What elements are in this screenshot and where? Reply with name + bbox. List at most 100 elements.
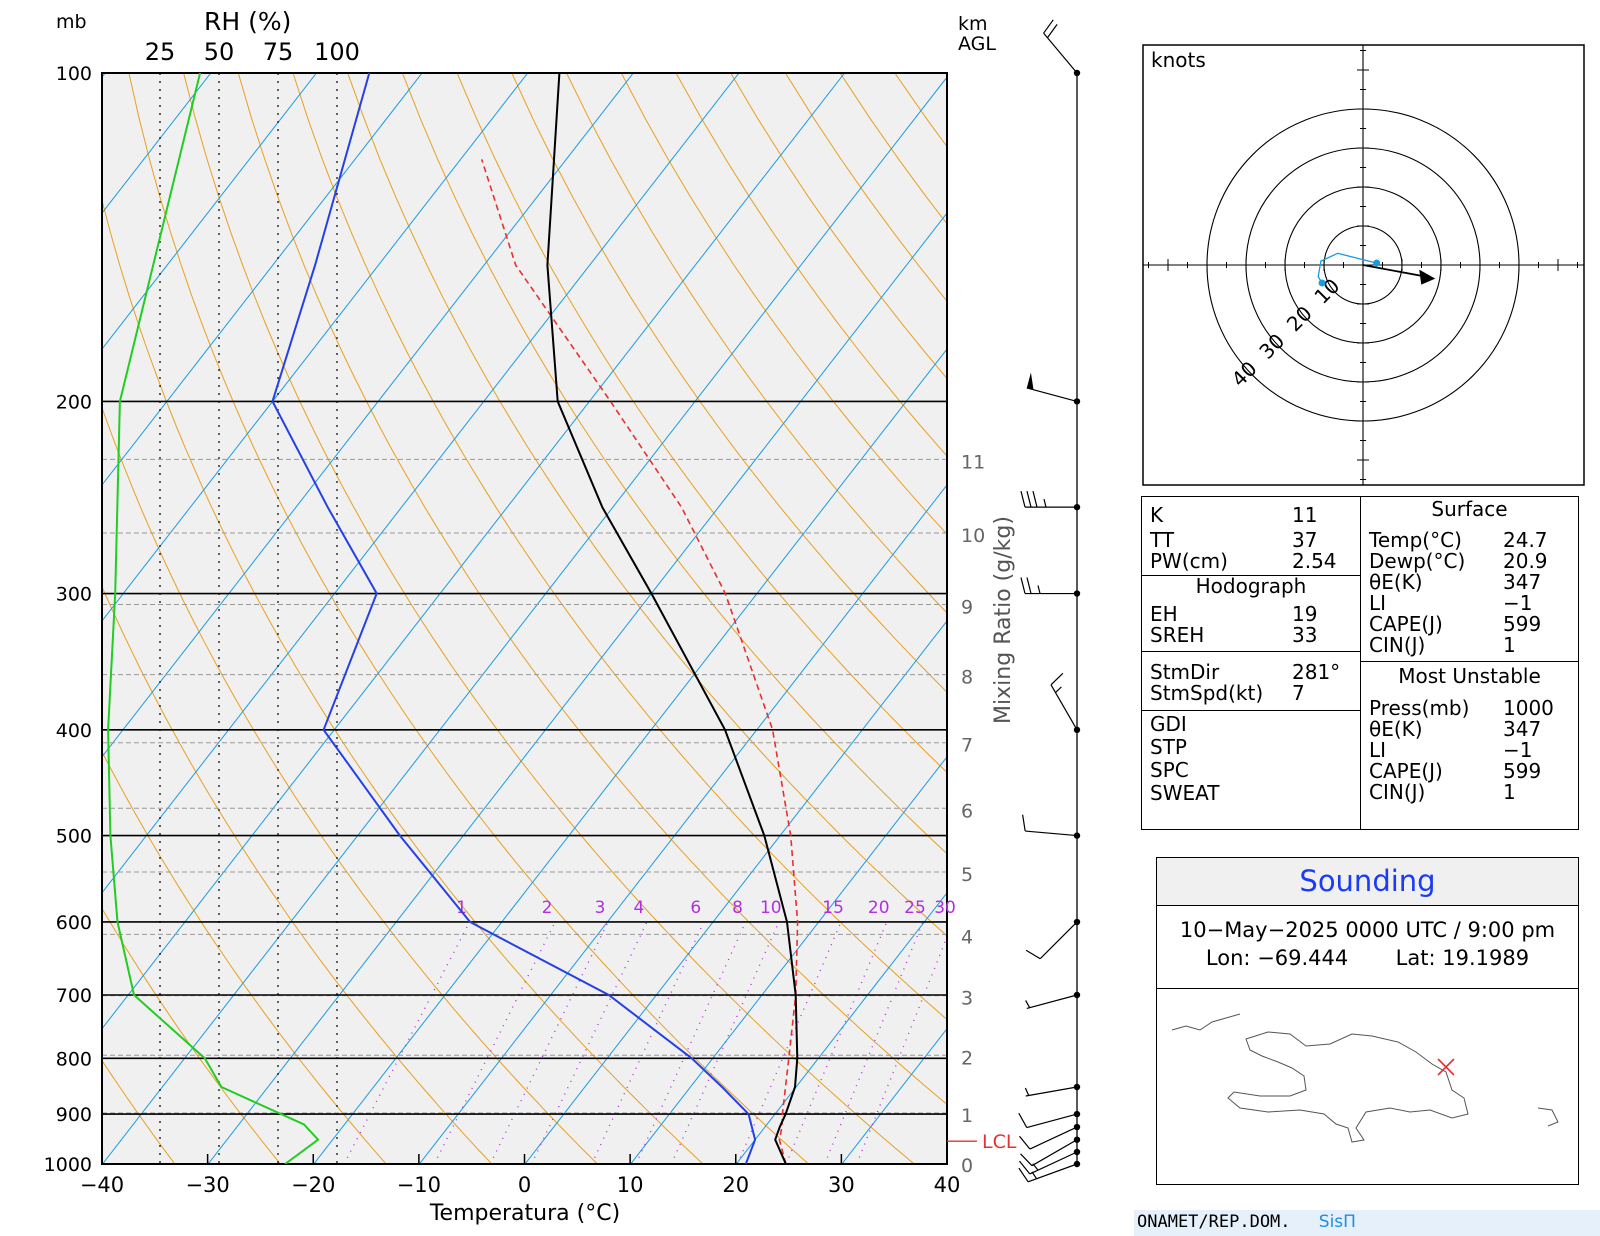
- wind-barb-full: [1020, 577, 1026, 594]
- wind-barb-full: [1020, 491, 1026, 508]
- mixing-ratio-line: [591, 921, 705, 1164]
- mu-press-row: Press(mb) 1000: [1361, 698, 1578, 719]
- rh-tick-label: 100: [314, 38, 360, 66]
- index-label: LI: [1369, 591, 1387, 615]
- index-label: CIN(J): [1369, 780, 1426, 804]
- isotherm-line: [102, 73, 423, 486]
- index-value: 20.9: [1503, 549, 1548, 573]
- mixing-ratio-tick-label: 20: [868, 898, 890, 918]
- index-tt-row: TT 37: [1142, 530, 1360, 551]
- dewpoint-profile-line: [271, 73, 757, 1164]
- hodograph-units-label: knots: [1151, 48, 1206, 72]
- indices-left-column: K 11 TT 37 PW(cm) 2.54 Hodograph EH 19 SREH 3…: [1142, 497, 1361, 829]
- index-value: 281°: [1292, 660, 1341, 684]
- height-km-label: 4: [961, 926, 973, 948]
- surface-section-title: Surface: [1431, 497, 1508, 521]
- pressure-tick-label: 200: [56, 391, 92, 413]
- wind-barb-staff: [1025, 830, 1078, 837]
- hodograph-section-title: Hodograph: [1195, 574, 1307, 598]
- index-label: CAPE(J): [1369, 612, 1443, 636]
- index-label: GDI: [1150, 712, 1187, 736]
- station-cross-icon: [1437, 1058, 1455, 1076]
- footer-brand-link[interactable]: SisΠ: [1318, 1212, 1356, 1232]
- temperature-profile-line: [546, 73, 799, 1164]
- index-gdi-row: GDI: [1142, 714, 1360, 735]
- mixing-ratio-tick-label: 4: [634, 898, 645, 918]
- isotherm-line: [630, 756, 947, 1164]
- surface-li-row: LI −1: [1361, 593, 1578, 614]
- isotherm-line: [102, 76, 947, 1164]
- index-value: 11: [1292, 503, 1318, 527]
- dry-adiabat-line: [347, 73, 947, 937]
- isotherm-line: [524, 620, 947, 1164]
- surface-temp-row: Temp(°C) 24.7: [1361, 530, 1578, 551]
- wind-barb-staff: [1050, 684, 1078, 731]
- height-km-label: 8: [961, 667, 973, 689]
- lcl-label: LCL: [982, 1131, 1017, 1153]
- wind-barb-staff: [1026, 994, 1078, 1010]
- pressure-tick-label: 800: [56, 1048, 92, 1070]
- index-spc-row: SPC: [1142, 760, 1360, 781]
- index-value: 37: [1292, 528, 1318, 552]
- index-value: 24.7: [1503, 528, 1548, 552]
- wind-barb-half: [1025, 1000, 1031, 1008]
- dry-adiabat-line: [401, 73, 947, 855]
- surface-thetae-row: θE(K) 347: [1361, 572, 1578, 593]
- pressure-tick-label: 600: [56, 912, 92, 934]
- index-label: EH: [1150, 602, 1178, 626]
- index-value: 1: [1503, 780, 1516, 804]
- isotherm-line: [735, 891, 947, 1164]
- index-value: 7: [1292, 681, 1305, 705]
- index-k-row: K 11: [1142, 505, 1360, 526]
- isotherm-line: [313, 348, 947, 1164]
- index-value: 599: [1503, 612, 1542, 636]
- mixing-ratio-axis-label: Mixing Ratio (g/kg): [991, 516, 1016, 724]
- puerto-rico-outline: [1537, 1107, 1559, 1127]
- lat-value: 19.1989: [1442, 946, 1530, 970]
- mixing-ratio-line: [489, 921, 609, 1164]
- index-sreh-row: SREH 33: [1142, 625, 1360, 646]
- pressure-tick-label: 100: [56, 63, 92, 85]
- index-value: 347: [1503, 717, 1542, 741]
- mixing-ratio-tick-label: 10: [760, 898, 782, 918]
- wind-barb-full: [1018, 1112, 1028, 1128]
- index-value: −1: [1503, 591, 1533, 615]
- dry-adiabat-line: [102, 406, 598, 1164]
- wind-barb-half: [1043, 499, 1047, 508]
- mixing-ratio-tick-label: 30: [934, 898, 956, 918]
- dry-adiabat-line: [102, 585, 493, 1164]
- height-km-label: 3: [961, 988, 973, 1010]
- mixing-ratio-tick-label: 15: [822, 898, 844, 918]
- index-label: θE(K): [1369, 717, 1423, 741]
- mu-li-row: LI −1: [1361, 740, 1578, 761]
- index-label: SWEAT: [1150, 781, 1220, 805]
- surface-cape-row: CAPE(J) 599: [1361, 614, 1578, 635]
- hodograph-trace: [1317, 252, 1377, 284]
- x-tick-label: −10: [397, 1173, 441, 1197]
- height-km-label: 7: [961, 735, 973, 757]
- plot-background: [102, 73, 947, 1164]
- height-km-label: 6: [961, 800, 973, 822]
- wind-barb-staff: [1029, 1126, 1078, 1150]
- wind-barb-full: [1032, 491, 1038, 508]
- dry-adiabat-line: [128, 73, 809, 1164]
- height-km-label: 9: [961, 596, 973, 618]
- wind-barb-full: [1026, 577, 1032, 594]
- x-tick-label: 0: [518, 1173, 531, 1197]
- index-sweat-row: SWEAT: [1142, 783, 1360, 804]
- pressure-tick-label: 300: [56, 584, 92, 606]
- wind-barb-staff: [1026, 387, 1078, 403]
- wind-barb-full: [1025, 949, 1041, 960]
- hodograph-start-point: [1318, 279, 1326, 287]
- isotherm-line: [207, 212, 947, 1164]
- x-axis-label: Temperatura (°C): [429, 1201, 620, 1226]
- dry-adiabat-line: [456, 73, 947, 774]
- wind-barb-staff: [1025, 1086, 1078, 1097]
- index-label: StmSpd(kt): [1150, 681, 1264, 705]
- x-tick-label: −20: [291, 1173, 335, 1197]
- index-label: Temp(°C): [1369, 528, 1462, 552]
- hodograph-end-point: [1373, 259, 1381, 267]
- isotherm-line: [102, 73, 634, 758]
- mixing-ratio-line: [824, 921, 924, 1164]
- index-value: 1: [1503, 633, 1516, 657]
